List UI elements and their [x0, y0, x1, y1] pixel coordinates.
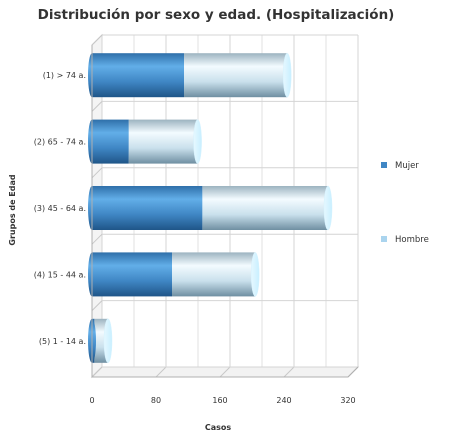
y-tick-label: (3) 45 - 64 a. [34, 204, 86, 213]
x-tick-label: 160 [212, 396, 227, 405]
bar-hombre [128, 119, 198, 164]
bar-end-cap [103, 318, 113, 364]
x-gridline-floor [155, 366, 167, 378]
y-tick-label: (1) > 74 a. [43, 71, 86, 80]
y-gridline-wall [91, 34, 103, 46]
bar-mujer [92, 53, 184, 98]
x-gridline-floor [283, 366, 295, 378]
legend-swatch [381, 162, 387, 168]
bar-group [88, 52, 292, 98]
y-tick-label: (4) 15 - 44 a. [34, 270, 86, 279]
bar-end-cap [250, 252, 260, 297]
x-gridline-floor [219, 366, 231, 378]
bar-mujer [92, 186, 203, 230]
y-axis-title: Grupos de Edad [8, 174, 17, 246]
bar-group [88, 252, 260, 297]
legend-swatch [381, 236, 387, 242]
axes [91, 45, 359, 378]
y-tick-label: (2) 65 - 74 a. [34, 138, 86, 147]
bar-mujer [92, 252, 172, 297]
bar-group [88, 119, 202, 164]
legend-item[interactable]: Mujer [381, 161, 419, 171]
y-gridline-wall [91, 366, 103, 378]
bar-group [88, 185, 333, 231]
y-gridline-wall [91, 167, 103, 179]
bar-end-cap [323, 185, 333, 231]
legend-item[interactable]: Hombre [381, 235, 429, 245]
x-tick-label: 320 [340, 396, 355, 405]
legend: Mujer Hombre [381, 161, 429, 245]
bar-end-cap [282, 52, 292, 98]
x-tick-labels: 0 80 160 240 320 [89, 396, 355, 405]
y-gridline-wall [91, 233, 103, 245]
y-tick-label: (5) 1 - 14 a. [39, 337, 86, 346]
x-tick-label: 240 [276, 396, 291, 405]
bar-hombre [172, 252, 256, 297]
legend-label: Mujer [395, 161, 419, 171]
legend-label: Hombre [395, 235, 429, 245]
bar-mujer [92, 119, 129, 164]
bars [88, 52, 333, 364]
x-axis-edge [347, 366, 359, 378]
x-tick-label: 80 [151, 396, 161, 405]
chart-title: Distribución por sexo y edad. (Hospitali… [38, 7, 395, 23]
bar-hombre [202, 186, 328, 230]
x-tick-label: 0 [89, 396, 94, 405]
bar-end-cap [193, 119, 202, 164]
bar-hombre [184, 53, 288, 98]
y-gridline-wall [91, 300, 103, 311]
y-tick-labels: (1) > 74 a. (2) 65 - 74 a. (3) 45 - 64 a. (… [34, 71, 86, 346]
y-gridline-wall [91, 101, 103, 112]
x-axis-title: Casos [205, 423, 232, 432]
